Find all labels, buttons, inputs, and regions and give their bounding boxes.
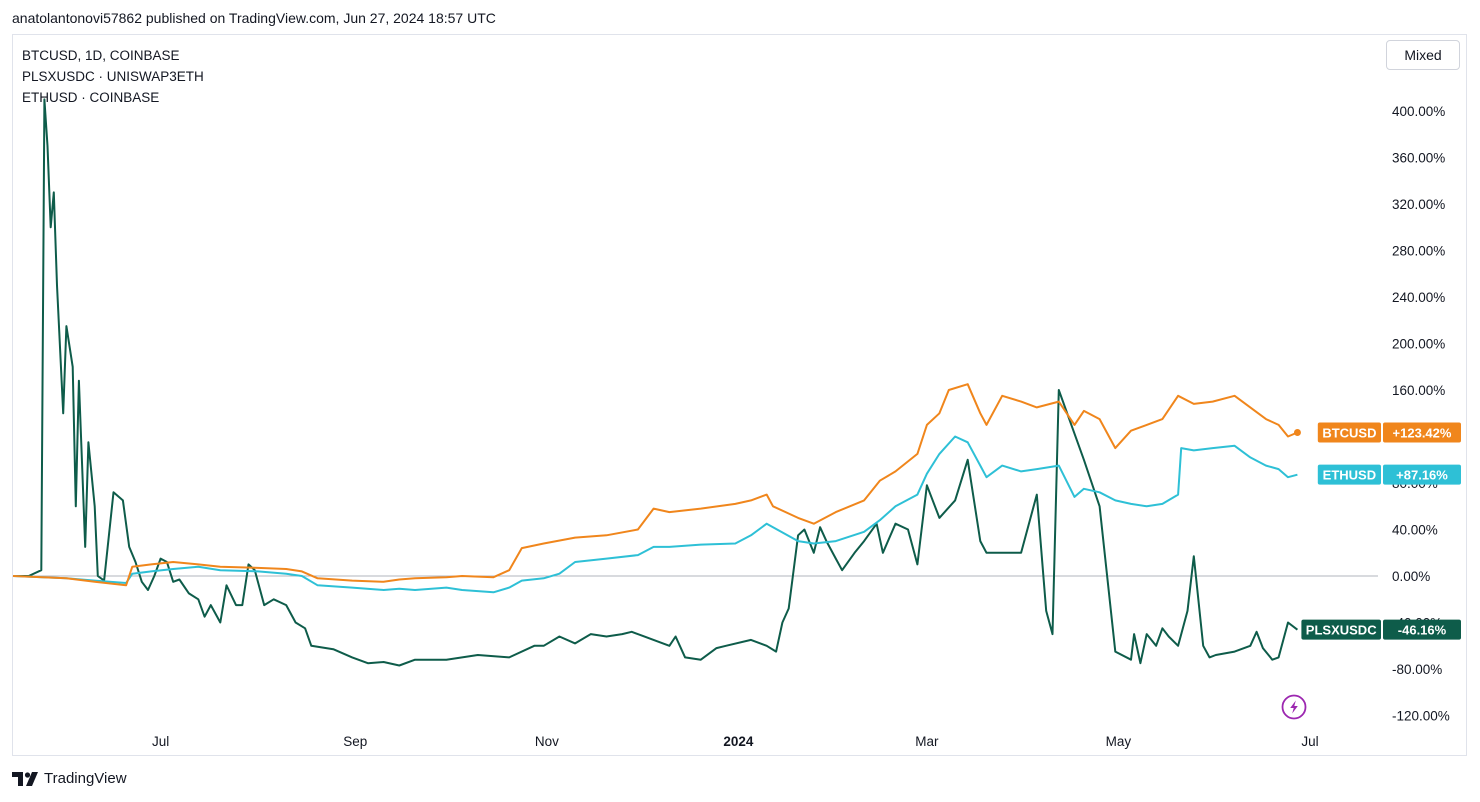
series-line-plsxusdc[interactable]	[13, 98, 1299, 667]
y-tick-label: 160.00%	[1392, 383, 1445, 398]
y-tick-label: 40.00%	[1392, 523, 1438, 538]
y-tick-label: 280.00%	[1392, 244, 1445, 259]
y-tick-label: 240.00%	[1392, 290, 1445, 305]
legend-line-btcusd[interactable]: BTCUSD, 1D, COINBASE	[22, 48, 180, 63]
series-line-btcusd[interactable]	[12, 383, 1298, 587]
x-tick-label: Jul	[1301, 734, 1318, 749]
x-tick-label: Jul	[152, 734, 169, 749]
y-tick-label: -120.00%	[1392, 709, 1450, 724]
y-tick-label: 360.00%	[1392, 151, 1445, 166]
price-badges: BTCUSD +123.42% ETHUSD +87.16% PLSXUSDC -46.1…	[1301, 422, 1461, 640]
x-tick-label: Sep	[343, 734, 367, 749]
badge-value: +87.16%	[1396, 468, 1448, 483]
x-axis: Jul Sep Nov 2024 Mar May Jul	[152, 734, 1319, 749]
series-line-ethusd[interactable]	[12, 435, 1298, 594]
flash-icon[interactable]	[1281, 694, 1307, 720]
y-axis: 400.00% 360.00% 320.00% 280.00% 240.00% 200.0…	[1392, 104, 1450, 724]
y-tick-label: 200.00%	[1392, 337, 1445, 352]
badge-value: -46.16%	[1398, 623, 1447, 638]
series-layer	[12, 98, 1301, 667]
published-by-text: anatolantonovi57862 published on Trading…	[12, 10, 496, 26]
series-legend: BTCUSD, 1D, COINBASE PLSXUSDC · UNISWAP3…	[22, 45, 204, 108]
y-tick-label: 320.00%	[1392, 197, 1445, 212]
scale-mode-button[interactable]: Mixed	[1386, 40, 1460, 70]
badge-name: PLSXUSDC	[1306, 623, 1377, 638]
badge-name: BTCUSD	[1322, 426, 1376, 441]
x-tick-label: Nov	[535, 734, 559, 749]
legend-line-ethusd[interactable]: ETHUSD · COINBASE	[22, 90, 160, 105]
badge-plsxusdc: PLSXUSDC -46.16%	[1301, 619, 1461, 640]
badge-name: ETHUSD	[1323, 468, 1376, 483]
badge-btcusd: BTCUSD +123.42%	[1317, 422, 1461, 443]
y-tick-label: -80.00%	[1392, 662, 1442, 677]
badge-ethusd: ETHUSD +87.16%	[1317, 464, 1461, 485]
badge-value: +123.42%	[1393, 426, 1452, 441]
btcusd-last-point	[1293, 429, 1301, 437]
legend-line-plsxusdc[interactable]: PLSXUSDC · UNISWAP3ETH	[22, 69, 204, 84]
footer-logo[interactable]: TradingView	[12, 770, 127, 787]
y-tick-label: 0.00%	[1392, 569, 1430, 584]
y-tick-label: 400.00%	[1392, 104, 1445, 119]
x-tick-label: May	[1106, 734, 1132, 749]
tradingview-logo-icon	[12, 771, 38, 786]
footer-brand-text: TradingView	[44, 770, 127, 787]
x-tick-label: 2024	[723, 734, 754, 749]
chart-frame	[12, 34, 1467, 756]
x-tick-label: Mar	[915, 734, 939, 749]
